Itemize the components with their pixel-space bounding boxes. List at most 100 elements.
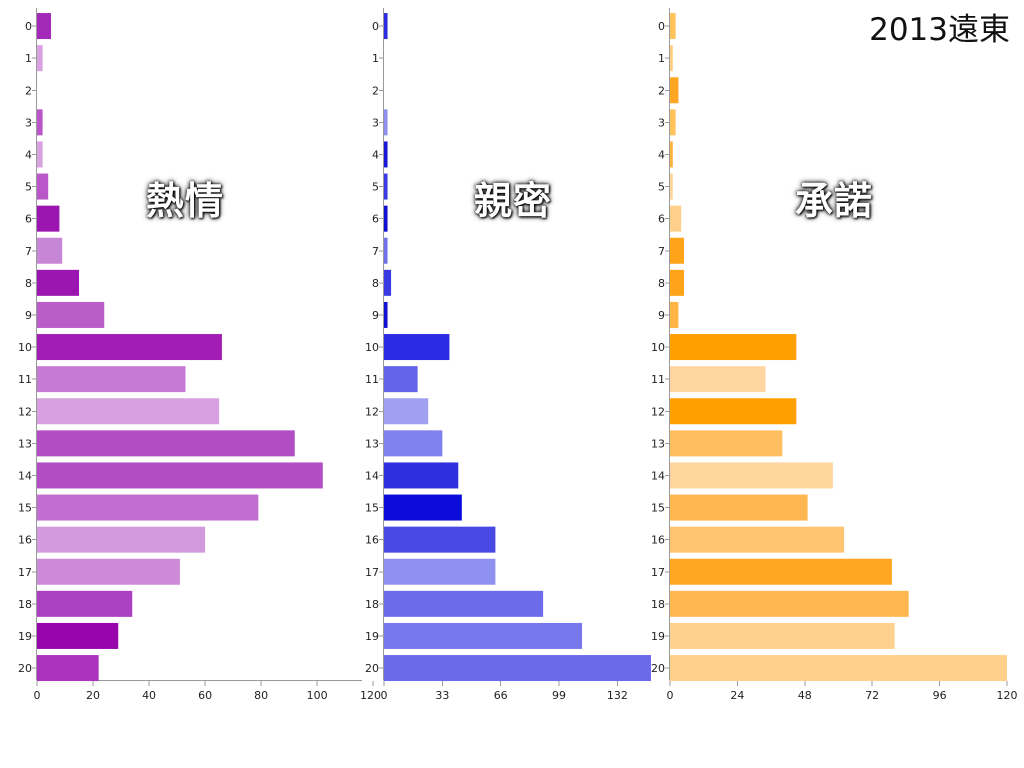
passion-y-tick-label: 6 <box>25 213 32 226</box>
intimacy-bar <box>384 622 583 649</box>
intimacy-y-tick-label: 7 <box>372 245 379 258</box>
commitment-bar <box>670 494 808 521</box>
intimacy-bar <box>384 334 450 361</box>
commitment-bar <box>670 77 679 104</box>
intimacy-y-tick-label: 4 <box>372 148 379 161</box>
intimacy-bar <box>384 398 429 425</box>
commitment-x-tick-label: 96 <box>933 689 947 702</box>
passion-y-tick-label: 7 <box>25 245 32 258</box>
intimacy-bar <box>384 655 651 682</box>
commitment-y-tick-label: 1 <box>658 52 665 65</box>
passion-x-tick-label: 60 <box>198 689 212 702</box>
passion-x-tick-label: 0 <box>34 689 41 702</box>
passion-x-tick-label: 100 <box>307 689 328 702</box>
passion-bar <box>37 398 220 425</box>
intimacy-x-tick-label: 132 <box>607 689 628 702</box>
commitment-y-tick-label: 11 <box>651 373 665 386</box>
passion-bar <box>37 237 63 264</box>
intimacy-y-tick-label: 1 <box>372 52 379 65</box>
commitment-bar <box>670 558 892 585</box>
passion-bar <box>37 269 80 296</box>
intimacy-bar <box>384 590 544 617</box>
passion-bar <box>37 366 186 393</box>
commitment-bar <box>670 430 783 457</box>
commitment-bar <box>670 301 679 328</box>
intimacy-bar <box>384 366 418 393</box>
passion-y-tick-label: 2 <box>25 84 32 97</box>
intimacy-x-tick-label: 99 <box>552 689 566 702</box>
page-title: 2013遠東 <box>869 12 1010 48</box>
intimacy-y-tick-label: 12 <box>365 405 379 418</box>
intimacy-x-tick-label: 0 <box>381 689 388 702</box>
passion-y-tick-label: 17 <box>18 566 32 579</box>
passion-bar <box>37 141 43 168</box>
intimacy-y-tick-label: 8 <box>372 277 379 290</box>
passion-bar <box>37 590 133 617</box>
commitment-bar <box>670 398 797 425</box>
commitment-y-tick-label: 7 <box>658 245 665 258</box>
passion-bar <box>37 301 105 328</box>
commitment-bar <box>670 45 673 72</box>
passion-y-tick-label: 3 <box>25 116 32 129</box>
commitment-bar <box>670 590 909 617</box>
passion-bar <box>37 173 49 200</box>
intimacy-y-tick-label: 3 <box>372 116 379 129</box>
passion-y-tick-label: 13 <box>18 437 32 450</box>
commitment-y-tick-label: 8 <box>658 277 665 290</box>
commitment-bar <box>670 13 676 40</box>
intimacy-y-tick-label: 2 <box>372 84 379 97</box>
intimacy-y-tick-label: 13 <box>365 437 379 450</box>
commitment-x-tick-label: 48 <box>798 689 812 702</box>
passion-y-tick-label: 5 <box>25 181 32 194</box>
commitment-bar <box>670 334 797 361</box>
intimacy-x-tick-label: 33 <box>435 689 449 702</box>
commitment-y-tick-label: 16 <box>651 534 665 547</box>
commitment-bar <box>670 237 685 264</box>
intimacy-bar <box>384 205 388 232</box>
panel-title-passion: 熱情 <box>146 179 225 223</box>
intimacy-bar <box>384 494 462 521</box>
passion-bar <box>37 109 43 136</box>
passion-x-tick-label: 80 <box>254 689 268 702</box>
passion-bar <box>37 334 222 361</box>
panel-title-commitment: 承諾 <box>795 179 874 223</box>
passion-bar <box>37 205 60 232</box>
intimacy-bar <box>384 237 388 264</box>
intimacy-y-tick-label: 11 <box>365 373 379 386</box>
commitment-x-tick-label: 120 <box>997 689 1018 702</box>
commitment-y-tick-label: 0 <box>658 20 665 33</box>
passion-y-tick-label: 20 <box>18 662 32 675</box>
intimacy-y-tick-label: 20 <box>365 662 379 675</box>
intimacy-y-tick-label: 18 <box>365 598 379 611</box>
commitment-x-tick-label: 24 <box>730 689 744 702</box>
intimacy-y-tick-label: 6 <box>372 213 379 226</box>
commitment-y-tick-label: 3 <box>658 116 665 129</box>
intimacy-bar <box>384 462 459 489</box>
passion-y-tick-label: 19 <box>18 630 32 643</box>
intimacy-bar <box>384 526 496 553</box>
passion-y-tick-label: 12 <box>18 405 32 418</box>
commitment-y-tick-label: 5 <box>658 181 665 194</box>
passion-y-tick-label: 10 <box>18 341 32 354</box>
passion-x-tick-label: 20 <box>86 689 100 702</box>
commitment-y-tick-label: 9 <box>658 309 665 322</box>
passion-bar <box>37 462 323 489</box>
passion-y-tick-label: 15 <box>18 502 32 515</box>
intimacy-y-tick-label: 10 <box>365 341 379 354</box>
commitment-y-tick-label: 4 <box>658 148 665 161</box>
passion-x-tick-label: 40 <box>142 689 156 702</box>
passion-bar <box>37 622 119 649</box>
intimacy-y-tick-label: 5 <box>372 181 379 194</box>
intimacy-bar <box>384 173 388 200</box>
passion-bar <box>37 655 99 682</box>
intimacy-bar <box>384 269 392 296</box>
commitment-y-tick-label: 15 <box>651 502 665 515</box>
commitment-bar <box>670 141 673 168</box>
commitment-y-tick-label: 14 <box>651 469 665 482</box>
intimacy-y-tick-label: 0 <box>372 20 379 33</box>
passion-y-tick-label: 18 <box>18 598 32 611</box>
commitment-y-tick-label: 10 <box>651 341 665 354</box>
commitment-bar <box>670 655 1007 682</box>
commitment-y-tick-label: 18 <box>651 598 665 611</box>
